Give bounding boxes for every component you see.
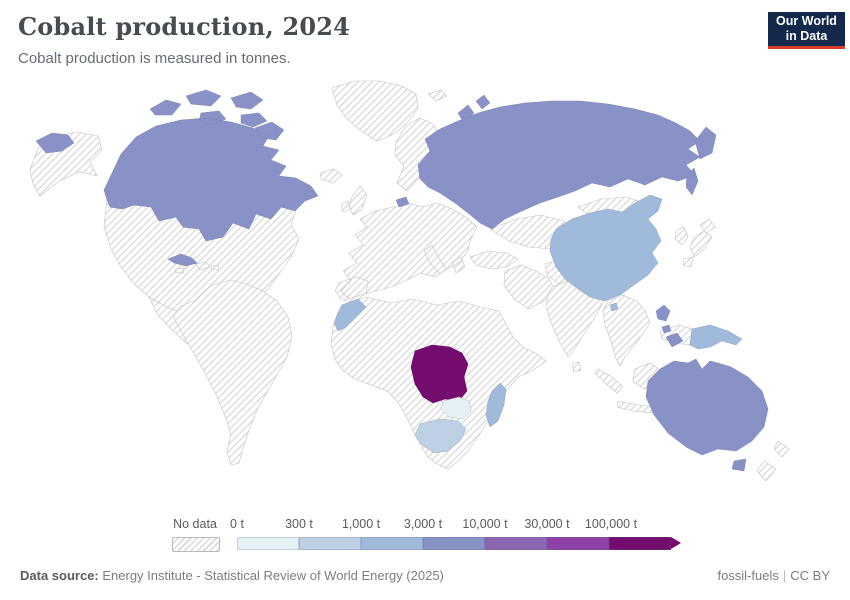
country-russia[interactable] xyxy=(35,94,717,230)
country-madagascar[interactable] xyxy=(485,382,507,428)
legend-segment-30000-100000[interactable] xyxy=(547,537,609,550)
country-democratic-republic-of-congo[interactable] xyxy=(410,344,469,404)
legend-segment-10000-30000[interactable] xyxy=(485,537,547,550)
legend-color-bar xyxy=(237,537,681,550)
country-canada[interactable] xyxy=(103,89,319,242)
legend-tick-10000: 10,000 t xyxy=(462,517,508,531)
legend-no-data-swatch[interactable] xyxy=(172,537,220,552)
legend-no-data-label: No data xyxy=(173,517,217,531)
region-south-america-nodata xyxy=(172,279,293,466)
legend-tick-30000: 30,000 t xyxy=(524,517,570,531)
legend-segment-100000-plus[interactable] xyxy=(609,537,671,550)
owid-logo-line2: in Data xyxy=(785,29,828,43)
region-iceland-nodata xyxy=(319,168,343,184)
region-japan-korea-nodata xyxy=(674,218,716,268)
chart-header: Cobalt production, 2024 Cobalt productio… xyxy=(18,12,350,67)
legend-tick-1000: 1,000 t xyxy=(341,517,381,531)
page-subtitle: Cobalt production is measured in tonnes. xyxy=(18,50,291,67)
region-turkey-nodata xyxy=(469,250,519,270)
data-source-note: Data source: Energy Institute - Statisti… xyxy=(20,568,444,583)
legend-segment-3000-10000[interactable] xyxy=(423,537,485,550)
footer-tag: fossil-fuels xyxy=(717,568,779,583)
country-cuba[interactable] xyxy=(167,253,198,267)
region-southeast-asia-nodata xyxy=(602,294,651,367)
country-australia[interactable] xyxy=(645,358,769,472)
legend-arrow-icon xyxy=(671,537,681,549)
footer-license[interactable]: CC BY xyxy=(790,568,830,583)
country-south-africa[interactable] xyxy=(414,418,467,454)
country-zambia[interactable] xyxy=(440,396,472,420)
legend-segment-300-1000[interactable] xyxy=(299,537,361,550)
footer-divider: | xyxy=(782,568,787,583)
country-morocco[interactable] xyxy=(333,298,367,332)
owid-logo-line1: Our World xyxy=(776,14,837,28)
page-title: Cobalt production, 2024 xyxy=(18,12,351,41)
region-british-isles-nodata xyxy=(340,185,368,216)
country-papua-new-guinea[interactable] xyxy=(689,324,743,350)
data-source-label: Data source: xyxy=(20,568,99,583)
legend-tick-100000: 100,000 t xyxy=(584,517,638,531)
data-source-text: Energy Institute - Statistical Review of… xyxy=(98,568,444,583)
world-choropleth-map xyxy=(29,80,790,482)
region-caribbean-nodata xyxy=(174,261,220,274)
chart-footer: Data source: Energy Institute - Statisti… xyxy=(20,568,830,583)
region-europe-nodata xyxy=(334,89,478,304)
region-greenland-nodata xyxy=(331,80,419,142)
legend-tick-300: 300 t xyxy=(285,517,313,531)
footer-right: fossil-fuels | CC BY xyxy=(717,568,830,583)
legend-tick-3000: 3,000 t xyxy=(403,517,443,531)
country-china[interactable] xyxy=(549,194,663,312)
country-philippines[interactable] xyxy=(655,304,684,348)
region-new-zealand-nodata xyxy=(756,440,790,482)
legend-segment-1000-3000[interactable] xyxy=(361,537,423,550)
legend-segment-0-300[interactable] xyxy=(237,537,299,550)
map-legend: No data 0 t 300 t 1,000 t 3,000 t 10,000… xyxy=(0,515,850,557)
legend-tick-0: 0 t xyxy=(230,517,244,531)
owid-logo[interactable]: Our World in Data xyxy=(768,12,845,49)
